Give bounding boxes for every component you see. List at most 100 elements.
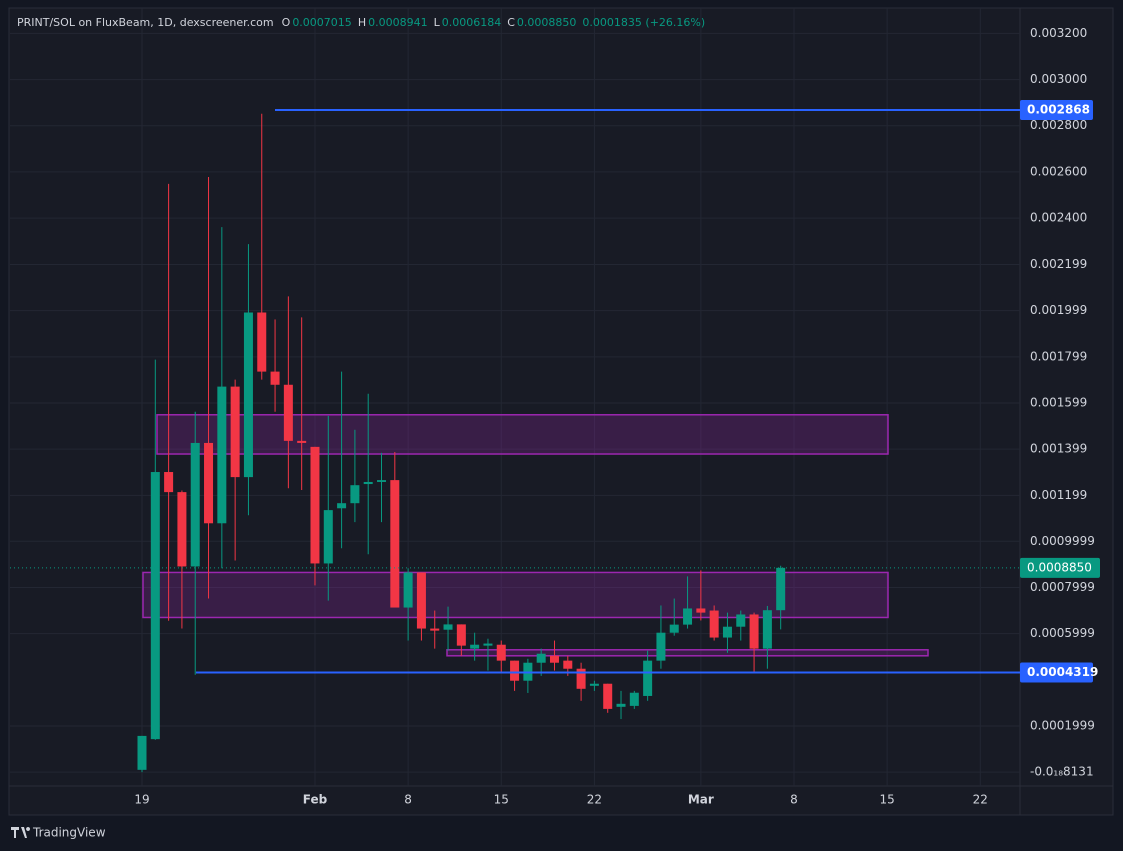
y-tick-label: 0.001999 — [1030, 303, 1087, 317]
x-tick-label: 15 — [879, 793, 894, 807]
candle-body — [749, 614, 759, 649]
y-tick-label: 0.001799 — [1030, 349, 1087, 363]
y-tick-label: 0.003000 — [1030, 72, 1087, 86]
x-tick-label: Feb — [303, 793, 328, 807]
axes: 0.003200 0.003000 0.002800 0.002600 0.002400… — [134, 26, 1100, 807]
legend-value: 0.0006184 — [442, 16, 502, 29]
candle-body — [549, 655, 559, 663]
x-tick-label: Mar — [688, 793, 714, 807]
price-badge — [1020, 662, 1093, 683]
candle-body — [164, 472, 174, 493]
x-tick-label: 22 — [973, 793, 988, 807]
chart-frame — [8, 7, 1114, 816]
candle-body — [616, 703, 626, 707]
candle-body — [403, 572, 413, 608]
y-tick-label: 0.003200 — [1030, 26, 1087, 40]
x-tick-label: 19 — [134, 793, 149, 807]
candle-body — [190, 442, 200, 567]
candle-body — [230, 386, 240, 478]
candle-body — [390, 480, 400, 608]
candle-body — [696, 608, 706, 613]
x-tick-label: 8 — [404, 793, 412, 807]
candle-body — [217, 386, 227, 524]
candle-body — [430, 628, 440, 631]
legend-key: O — [282, 16, 291, 29]
last-price-label: 0.0008850 — [1027, 560, 1092, 574]
plot — [10, 109, 1020, 773]
candle-body — [257, 312, 267, 372]
candle-body — [576, 668, 586, 689]
candle-body — [416, 572, 426, 629]
candle-body — [270, 371, 280, 385]
candle-body — [669, 624, 679, 633]
y-tick-label: 0.0007999 — [1030, 580, 1095, 594]
legend-title: PRINT/SOL on FluxBeam, 1D, dexscreener.c… — [17, 16, 274, 29]
legend-key: C — [507, 16, 515, 29]
x-tick-label: 22 — [587, 793, 602, 807]
candle-body — [722, 626, 732, 638]
candle-body — [377, 480, 387, 482]
legend-key: H — [358, 16, 366, 29]
y-tick-label: 0.002800 — [1030, 118, 1087, 132]
candle-body — [177, 492, 187, 567]
candle-body — [536, 653, 546, 663]
y-tick-label: -0.0₁₈8131 — [1030, 765, 1094, 779]
candle-body — [323, 510, 333, 564]
candle-body — [762, 610, 772, 649]
candle-body — [283, 384, 293, 441]
candle-body — [363, 481, 373, 485]
candle-body — [589, 683, 599, 686]
y-tick-label: 0.002600 — [1030, 164, 1087, 178]
candle-body — [483, 643, 493, 646]
legend-change: 0.0001835 (+26.16%) — [582, 16, 705, 29]
legend-header: PRINT/SOL on FluxBeam, 1D, dexscreener.c… — [17, 16, 705, 29]
candle-body — [310, 446, 320, 564]
brand-logo: TradingView — [11, 826, 106, 840]
x-tick-label: 8 — [790, 793, 798, 807]
candle-body — [150, 472, 160, 740]
price-badge-label: 0.002868 — [1027, 103, 1090, 117]
candle-body — [643, 660, 653, 696]
y-tick-label: 0.0001999 — [1030, 718, 1095, 732]
price-badge-label: 0.0004319 — [1027, 665, 1098, 679]
candle-body — [243, 312, 253, 478]
candle-body — [563, 660, 573, 669]
legend-value: 0.0007015 — [292, 16, 352, 29]
zone — [156, 414, 889, 455]
candle-body — [736, 614, 746, 627]
candle-body — [656, 632, 666, 661]
y-tick-label: 0.0005999 — [1030, 626, 1095, 640]
candle-body — [443, 624, 453, 630]
candle-body — [496, 644, 506, 661]
candle-body — [204, 442, 214, 524]
candle-body — [297, 440, 307, 443]
candle-body — [603, 683, 613, 709]
candle-body — [776, 567, 786, 611]
price-badge — [1020, 100, 1093, 121]
y-tick-label: 0.002400 — [1030, 211, 1087, 225]
x-tick-label: 15 — [494, 793, 509, 807]
candle-body — [629, 692, 639, 706]
candle-body — [683, 608, 693, 625]
brand-name: TradingView — [32, 826, 106, 840]
y-tick-label: 0.002199 — [1030, 257, 1087, 271]
candle-body — [137, 735, 147, 770]
candle-body — [470, 644, 480, 649]
legend-value: 0.0008941 — [368, 16, 428, 29]
candle-body — [456, 624, 466, 646]
candle-body — [337, 503, 347, 509]
y-tick-label: 0.001399 — [1030, 442, 1087, 456]
y-tick-label: 0.001599 — [1030, 396, 1087, 410]
last-price-badge — [1020, 557, 1100, 578]
candle-body — [510, 660, 520, 681]
zone — [142, 571, 889, 619]
y-tick-label: 0.0009999 — [1030, 534, 1095, 548]
legend-value: 0.0008850 — [517, 16, 577, 29]
zone — [446, 649, 929, 657]
candle-body — [709, 610, 719, 638]
y-tick-label: 0.001199 — [1030, 488, 1087, 502]
legend-key: L — [434, 16, 441, 29]
candle-body — [350, 485, 360, 504]
